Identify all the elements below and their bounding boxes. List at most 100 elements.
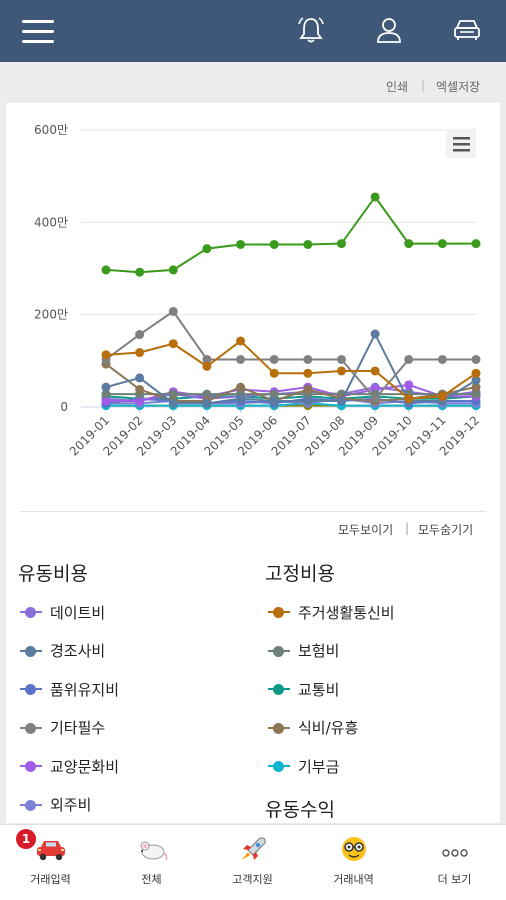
data-point [370,394,380,404]
legend-item[interactable]: 데이트비 [20,600,105,624]
nav-label: 더 보기 [437,873,472,886]
data-point [269,368,279,378]
data-point [168,398,178,408]
data-point [101,389,111,399]
nav-more[interactable]: 더 보기 [404,825,505,900]
legend-label: 기부금 [298,757,340,776]
legend-symbol [20,759,42,773]
y-tick-label: 600만 [34,123,68,137]
hide-all-link[interactable]: 모두숨기기 [418,523,474,537]
nav-label: 거래입력 [30,873,71,886]
chart-context-menu-button[interactable] [446,130,476,158]
data-point [404,380,414,390]
excel-save-link[interactable]: 엑셀저장 [436,80,481,94]
mouse-icon [140,841,167,861]
data-point [303,384,313,394]
car-icon [36,841,65,861]
data-point [101,396,111,406]
legend-controls-separator: | [405,521,410,535]
data-point [269,396,279,406]
data-point [437,354,447,364]
legend-label: 외주비 [50,796,92,814]
nav-all[interactable]: 전체 [101,825,202,900]
user-icon[interactable] [374,15,404,45]
data-point [236,336,246,346]
data-point [236,354,246,364]
data-point [135,373,145,383]
data-point [269,354,279,364]
data-point [168,306,178,316]
y-tick-label: 400만 [34,215,68,229]
legend-item[interactable]: 교통비 [268,677,339,701]
legend-item[interactable]: 주거생활통신비 [268,600,395,624]
data-point [101,265,111,275]
legend-symbol [20,721,42,735]
data-point [336,366,346,376]
data-point [202,398,212,408]
data-point [101,382,111,392]
data-point [303,396,313,406]
menu-icon[interactable] [22,20,54,44]
legend-item[interactable]: 경조사비 [20,639,105,663]
notification-badge: 1 [16,829,36,849]
variable-income-title: 유동수익 [265,799,335,821]
legend-item[interactable]: 식비/유흥 [268,716,358,740]
series-line [105,339,477,400]
data-point [135,348,145,358]
data-point [101,350,111,360]
legend-symbol [20,605,42,619]
nav-label: 전체 [141,873,162,886]
data-point [370,366,380,376]
series-group [101,306,481,404]
data-point [135,396,145,406]
data-point [404,354,414,364]
print-link[interactable]: 인쇄 [386,80,409,94]
data-point [202,361,212,371]
y-tick-label: 0 [60,400,68,414]
series-line [105,331,477,405]
legend-item[interactable]: 보험비 [268,639,339,663]
series-group [101,336,481,404]
data-point [135,267,145,277]
legend-label: 경조사비 [50,642,106,660]
data-point [135,330,145,340]
legend-item[interactable]: 기타필수 [20,716,105,740]
more-dots-icon [441,849,468,857]
data-point [471,354,481,364]
legend-symbol [268,605,290,619]
legend-symbol [20,682,42,696]
data-point [202,354,212,364]
series-group [101,329,481,408]
data-point [437,239,447,249]
legend-label: 기타필수 [50,719,106,737]
legend-symbol [20,798,42,812]
nav-transaction-history[interactable]: 거래내역 [303,825,404,900]
data-point [404,239,414,249]
toolbar-separator: | [421,78,426,92]
top-app-bar [0,0,506,62]
bottom-navigation: 1 거래입력 전체 고객지원 거래 [0,824,506,900]
series-line [105,386,477,403]
show-all-link[interactable]: 모두보이기 [338,523,394,537]
legend-item[interactable]: 품위유지비 [20,677,119,701]
data-point [370,329,380,339]
nav-transaction-input[interactable]: 1 거래입력 [0,825,101,900]
data-point [168,339,178,349]
legend-item[interactable]: 외주비 [20,793,91,817]
data-point [236,394,246,404]
legend-label: 주거생활통신비 [298,603,395,622]
legend-symbol [20,644,42,658]
data-point [370,192,380,202]
legend-item[interactable]: 기부금 [268,754,339,778]
nerd-face-icon [341,837,366,861]
series-line [106,402,476,407]
nav-customer-support[interactable]: 고객지원 [202,825,303,900]
data-point [202,244,212,254]
legend-item[interactable]: 교양문화비 [20,754,119,778]
garage-car-icon[interactable] [452,15,482,45]
alarm-bell-icon[interactable] [296,15,326,45]
data-point [404,394,414,404]
variable-expense-title: 유동비용 [18,563,88,585]
series-line [105,195,476,274]
